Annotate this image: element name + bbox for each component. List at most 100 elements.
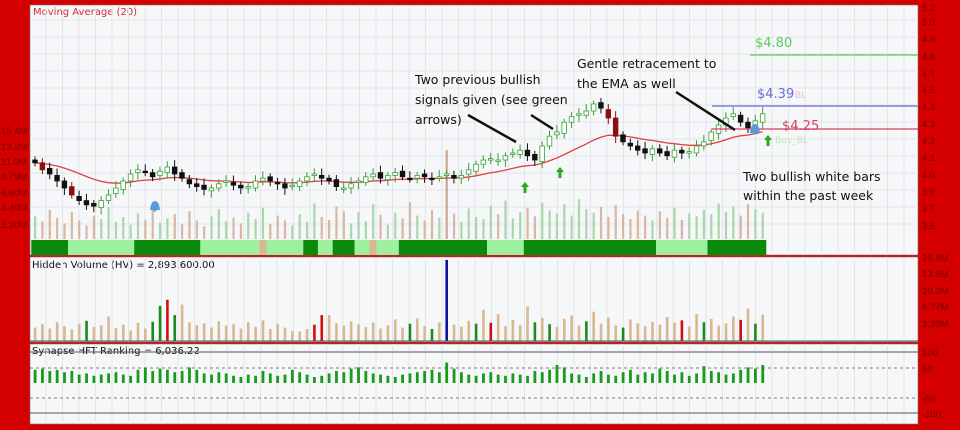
volume-bar [680, 219, 683, 239]
hidden-volume-bar [327, 315, 331, 341]
hft-ranking-bar [423, 371, 427, 383]
candle-body [83, 200, 90, 206]
hft-ranking-bar [746, 367, 750, 383]
candle-body [539, 145, 545, 162]
hft-ranking-bar [33, 369, 37, 383]
hft-ranking-bar [474, 375, 478, 383]
candle-body [127, 173, 134, 182]
annotation-pointer [675, 90, 736, 132]
candle-body [487, 158, 494, 161]
hft-ranking-bar [651, 373, 654, 383]
volume-bar [673, 207, 676, 239]
volume-bar [467, 208, 470, 239]
signal-strip-segment [707, 240, 767, 255]
volume-bar [34, 216, 37, 239]
volume-bar [78, 220, 81, 239]
price-tick-label: 3.6 [922, 221, 935, 232]
hft-ranking-bar [467, 374, 471, 383]
hft-ranking-bar [754, 368, 757, 383]
annotations: Two previous bullish signals given (see … [414, 56, 881, 203]
hft-ranking-bar [548, 369, 551, 383]
hft-ranking-bar [357, 367, 360, 383]
hft-ranking-bar [533, 371, 537, 383]
hidden-volume-bar [577, 325, 581, 341]
volume-bar [651, 220, 654, 239]
volume-bar [599, 207, 603, 239]
hft-ranking-bar [195, 369, 199, 383]
candle-body [98, 200, 104, 209]
price-level-label: $4.80 [755, 36, 792, 51]
candle-body [605, 109, 611, 119]
hft-ranking-bar [180, 371, 184, 383]
candle-body [649, 148, 656, 155]
hidden-volume-bar [166, 299, 169, 341]
hidden-volume-bar [158, 305, 162, 341]
volume-bar [636, 210, 639, 239]
hv-tick-label: 3.39M [922, 319, 948, 330]
annotation-retracement: Gentle retracement to the EMA as well [577, 56, 720, 91]
hidden-volume-bar [754, 323, 757, 341]
price-tick-label: 4.9 [922, 34, 935, 45]
candle-body [612, 117, 619, 137]
volume-bar [482, 219, 485, 239]
hidden-volume-bar [658, 324, 662, 341]
hft-ranking-bar [188, 367, 191, 383]
volume-bar [107, 207, 110, 239]
hidden-volume-bar [710, 318, 713, 341]
volume-bar [56, 217, 59, 239]
hidden-volume-bar [423, 326, 426, 341]
hidden-volume-bar [563, 318, 566, 341]
volume-bar [717, 203, 720, 239]
price-tick-label: 3.7 [922, 204, 935, 215]
hft-ranking-bar [482, 373, 485, 383]
candle-body [590, 103, 597, 112]
hidden-volume-bar [33, 327, 37, 341]
signal-strip-segment [487, 240, 524, 255]
price-tick-label: 4.8 [922, 52, 935, 63]
price-panel-title: Moving Average (20) [33, 7, 137, 18]
price-tick-label: 4.4 [922, 102, 935, 113]
hidden-volume-bar [364, 327, 368, 341]
hidden-volume-bar [496, 314, 500, 341]
hidden-volume-bar [107, 316, 110, 341]
candle-body [193, 183, 200, 188]
hidden-volume-bar [533, 322, 537, 341]
hidden-volume-bar [269, 329, 272, 341]
signal-strip-segment [317, 240, 333, 255]
candle-body [620, 134, 626, 143]
candle-body [510, 152, 516, 155]
hidden-volume-bar [518, 325, 522, 341]
volume-bar [305, 221, 309, 239]
price-tick-label: 5.0 [922, 17, 935, 28]
volume-bar [203, 226, 206, 239]
volume-bar [739, 215, 742, 239]
candle-body [333, 179, 340, 188]
annotation-line: Two previous bullish [414, 72, 541, 87]
volume-bar [41, 221, 44, 239]
hidden-volume-bar [349, 321, 353, 341]
hidden-volume-bar [195, 325, 199, 341]
volume-tick-label: 11.0M [1, 157, 27, 168]
hft-ranking-bar [48, 371, 52, 383]
candle-body [223, 180, 229, 183]
buy-bl-tag: Buy_BL [775, 136, 808, 146]
hidden-volume-bar [585, 321, 588, 341]
hidden-volume-bar [180, 304, 184, 341]
candle-body [627, 142, 634, 147]
volume-bar [452, 213, 456, 239]
candle-body [47, 167, 53, 175]
hft-ranking-bar [327, 373, 331, 383]
hidden-volume-bar [188, 322, 191, 341]
candle-body [142, 170, 148, 174]
hft-ranking-bar [283, 374, 287, 383]
volume-tick-label: 2.20M [1, 220, 27, 231]
candle-body [164, 166, 170, 173]
annotation-line: Two bullish white bars [742, 169, 881, 184]
hidden-volume-bar [695, 314, 698, 341]
hft-ranking-bar [702, 366, 706, 383]
candle-body [230, 181, 237, 186]
hidden-volume-bar [607, 317, 610, 341]
candle-body [635, 145, 641, 151]
signal-strip-segment [31, 240, 69, 255]
hidden-volume-bar [504, 326, 507, 341]
